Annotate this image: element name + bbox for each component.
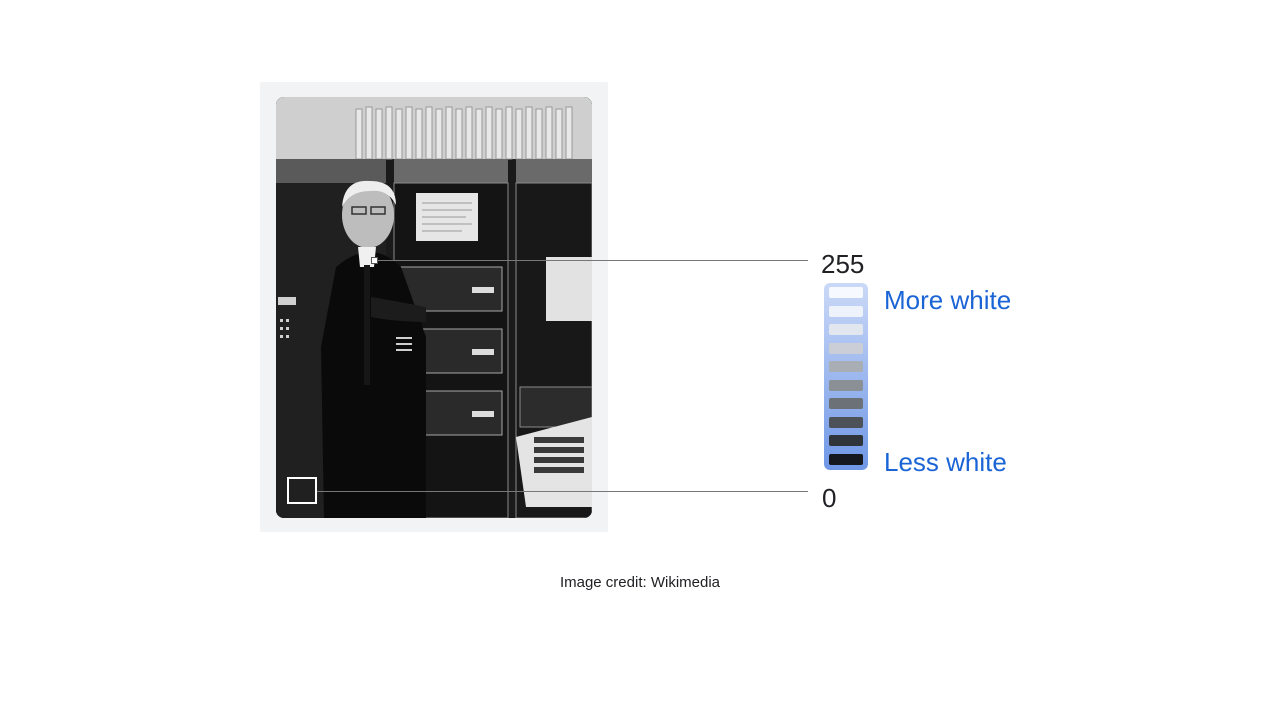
brightness-swatch (829, 379, 863, 391)
brightness-swatch (829, 342, 863, 354)
brightness-swatch (829, 287, 863, 298)
grayscale-photo (276, 97, 592, 518)
brightness-swatch (829, 361, 863, 372)
scale-max-value: 255 (821, 249, 865, 279)
brightness-swatch (829, 435, 863, 446)
brightness-swatch (829, 305, 863, 317)
top-pixel-marker (371, 257, 378, 264)
top-leader-line (378, 260, 808, 261)
brightness-swatch (829, 416, 863, 428)
bottom-leader-line (317, 491, 808, 492)
more-white-label: More white (884, 285, 1012, 315)
brightness-swatch (829, 398, 863, 409)
image-credit-source: Wikimedia (650, 574, 721, 591)
brightness-scale-bar (824, 283, 868, 470)
image-credit-key: Image credit: (559, 574, 647, 591)
bottom-pixel-marker (287, 477, 317, 504)
brightness-swatch (829, 453, 863, 465)
scale-min-value: 0 (822, 483, 837, 513)
image-credit: Image credit: Wikimedia (0, 574, 1280, 591)
photo-frame (260, 82, 608, 532)
brightness-swatch (829, 324, 863, 335)
less-white-label: Less white (884, 447, 1007, 477)
